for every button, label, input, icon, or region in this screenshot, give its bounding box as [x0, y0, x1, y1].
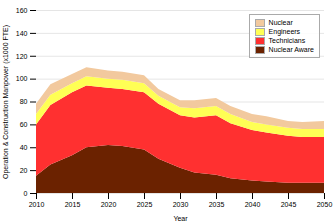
- svg-text:0: 0: [24, 190, 28, 197]
- html-text:Technicians: Technicians: [268, 37, 306, 44]
- svg-text:2040: 2040: [245, 201, 261, 208]
- svg-text:20: 20: [20, 167, 28, 174]
- svg-text:160: 160: [16, 7, 28, 14]
- svg-text:100: 100: [16, 75, 28, 82]
- svg-text:140: 140: [16, 30, 28, 37]
- html-text:Engineers: Engineers: [268, 28, 301, 35]
- svg-text:2045: 2045: [281, 201, 297, 208]
- html-text:Nuclear: Nuclear: [268, 19, 293, 26]
- svg-text:2030: 2030: [173, 201, 189, 208]
- svg-text:Year: Year: [173, 215, 188, 222]
- svg-text:40: 40: [20, 144, 28, 151]
- svg-text:2015: 2015: [65, 201, 81, 208]
- svg-text:60: 60: [20, 121, 28, 128]
- svg-text:Operation & Construction Manpo: Operation & Construction Manpower (x1000…: [2, 25, 10, 179]
- svg-text:2020: 2020: [101, 201, 117, 208]
- svg-text:2010: 2010: [29, 201, 45, 208]
- html-text:Nuclear Aware: Nuclear Aware: [268, 46, 314, 53]
- svg-text:2025: 2025: [137, 201, 153, 208]
- svg-text:80: 80: [20, 98, 28, 105]
- svg-text:120: 120: [16, 52, 28, 59]
- svg-text:2035: 2035: [209, 201, 225, 208]
- svg-text:2050: 2050: [317, 201, 333, 208]
